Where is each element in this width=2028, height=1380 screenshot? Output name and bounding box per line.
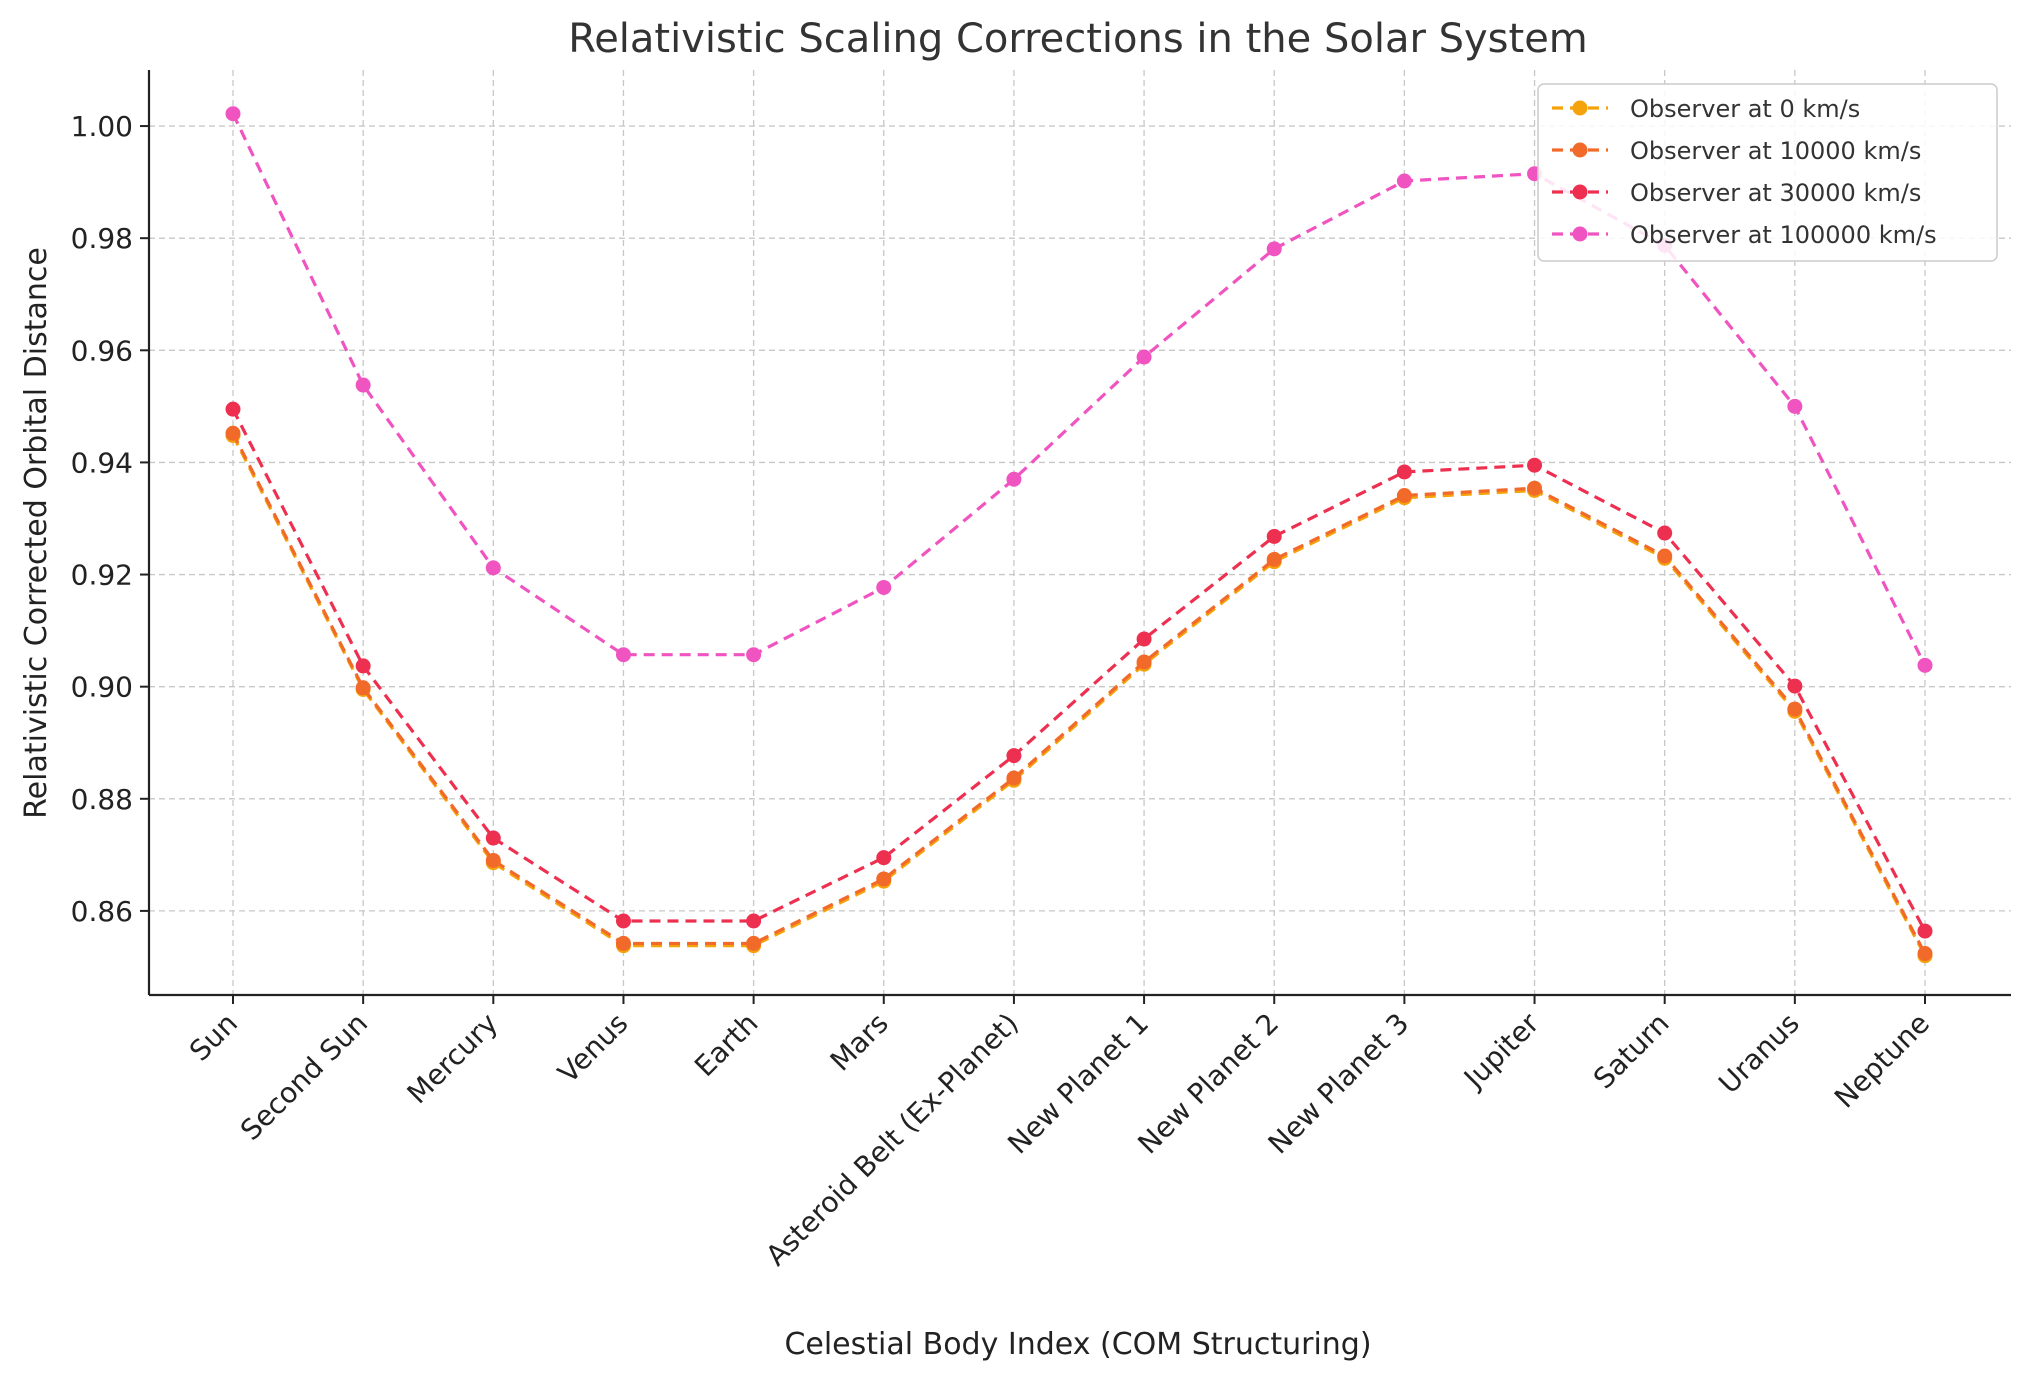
data-point <box>1396 173 1412 189</box>
data-point <box>1527 457 1543 473</box>
y-tick-label: 0.88 <box>71 783 133 816</box>
legend-label: Observer at 100000 km/s <box>1630 221 1937 249</box>
legend-marker <box>1572 142 1588 158</box>
data-point <box>1266 241 1282 257</box>
legend-entry: Observer at 0 km/s <box>1552 95 1860 123</box>
series-line <box>231 432 1927 955</box>
data-point <box>1657 548 1673 564</box>
series-0 <box>225 428 1933 964</box>
data-point <box>876 579 892 595</box>
x-tick-label: Jupiter <box>1456 1006 1546 1096</box>
data-point <box>1787 678 1803 694</box>
legend-entry: Observer at 10000 km/s <box>1552 137 1921 165</box>
data-point <box>1006 471 1022 487</box>
y-tick-label: 0.98 <box>71 222 133 255</box>
data-point <box>1917 657 1933 673</box>
data-point <box>1266 528 1282 544</box>
x-tick-label: Second Sun <box>234 1007 374 1147</box>
x-tick-label: Uranus <box>1712 1007 1806 1101</box>
data-point <box>1787 701 1803 717</box>
data-point <box>1006 748 1022 764</box>
data-point <box>225 106 241 122</box>
legend-label: Observer at 0 km/s <box>1630 95 1860 123</box>
data-point <box>1396 488 1412 503</box>
y-tick-label: 0.86 <box>71 895 133 928</box>
y-tick-label: 0.92 <box>71 559 133 592</box>
legend-label: Observer at 10000 km/s <box>1630 137 1921 165</box>
data-point <box>485 852 501 868</box>
x-tick-label: Mercury <box>401 1007 505 1111</box>
x-tick-label: Earth <box>688 1007 764 1083</box>
x-tick-label: Venus <box>551 1007 634 1090</box>
data-point <box>1396 464 1412 480</box>
y-axis-label: Relativistic Corrected Orbital Distance <box>19 247 54 819</box>
x-tick-label: Neptune <box>1828 1007 1936 1115</box>
data-point <box>746 647 762 663</box>
axes <box>147 70 2011 997</box>
legend: Observer at 0 km/s Observer at 10000 km/s… <box>1537 83 1998 262</box>
data-point <box>1657 525 1673 541</box>
x-tick-label: Mars <box>824 1007 895 1078</box>
x-tick-label: Asteroid Belt (Ex-Planet) <box>759 1007 1025 1273</box>
data-point <box>1136 654 1152 670</box>
y-tick-label: 0.94 <box>71 446 133 479</box>
legend-marker <box>1572 226 1588 242</box>
data-point <box>485 560 501 576</box>
y-tick-label: 1.00 <box>71 110 133 143</box>
series-2 <box>225 401 1933 939</box>
data-point <box>615 935 631 951</box>
y-tick-label: 0.90 <box>71 671 133 704</box>
data-point <box>225 425 241 441</box>
data-point <box>615 647 631 663</box>
x-axis-label: Celestial Body Index (COM Structuring) <box>784 1327 1371 1362</box>
series-line <box>231 434 1927 957</box>
data-point <box>1527 480 1543 496</box>
series-layer <box>225 106 1933 964</box>
data-point <box>1006 770 1022 786</box>
data-point <box>355 377 371 393</box>
data-point <box>1136 631 1152 647</box>
data-point <box>746 913 762 929</box>
series-1 <box>225 425 1933 962</box>
y-tick-label: 0.96 <box>71 334 133 367</box>
legend-box <box>1537 83 1998 262</box>
data-point <box>615 913 631 929</box>
x-tick-label: Sun <box>183 1007 244 1068</box>
x-tick-label: Saturn <box>1587 1007 1676 1096</box>
data-point <box>225 401 241 417</box>
data-point <box>876 871 892 887</box>
data-point <box>1266 551 1282 567</box>
data-point <box>1136 349 1152 365</box>
data-point <box>746 935 762 951</box>
chart-title: Relativistic Scaling Corrections in the … <box>568 16 1588 62</box>
data-point <box>355 680 371 696</box>
legend-entry: Observer at 100000 km/s <box>1552 221 1937 249</box>
data-point <box>1917 946 1933 962</box>
data-point <box>876 850 892 866</box>
data-point <box>355 658 371 674</box>
data-point <box>1787 398 1803 414</box>
series-line <box>231 408 1927 932</box>
legend-entry: Observer at 30000 km/s <box>1552 179 1921 207</box>
legend-marker <box>1572 100 1588 116</box>
legend-marker <box>1572 184 1588 200</box>
legend-label: Observer at 30000 km/s <box>1630 179 1921 207</box>
data-point <box>485 830 501 846</box>
data-point <box>1917 923 1933 939</box>
